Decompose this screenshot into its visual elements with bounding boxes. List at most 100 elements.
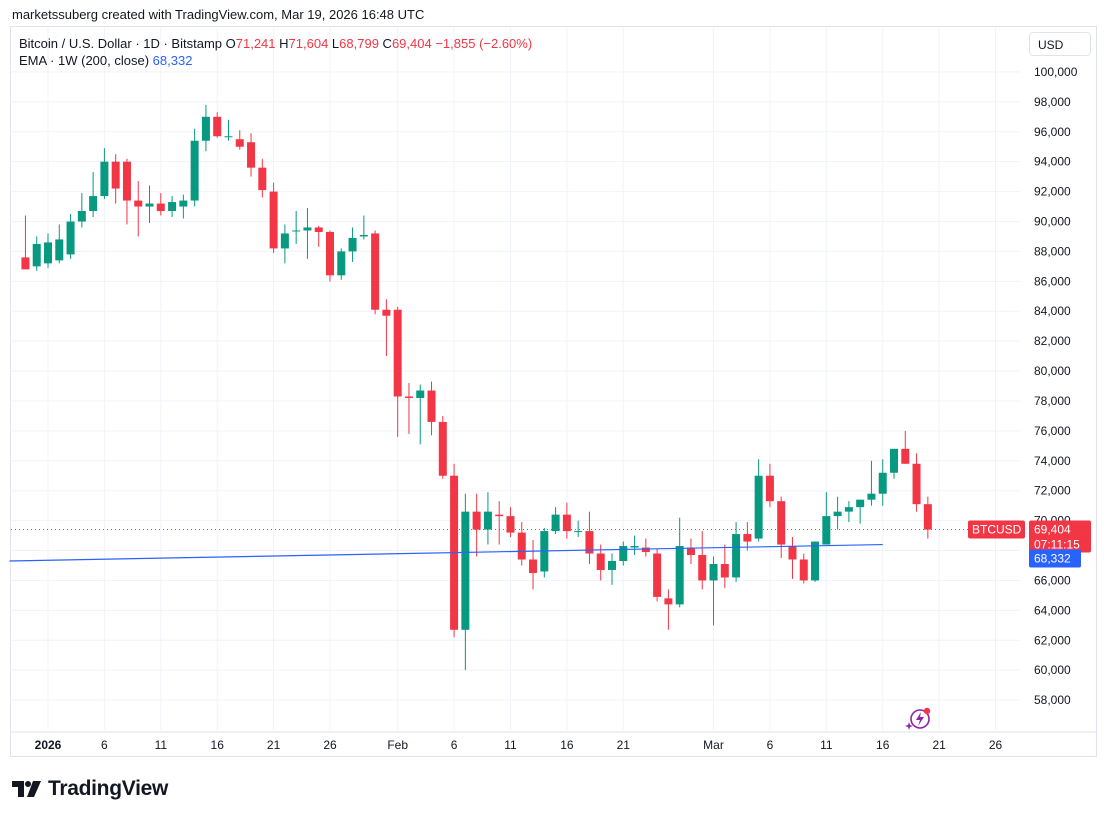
candle-body-down[interactable] (134, 200, 143, 207)
candle-body-down[interactable] (562, 514, 571, 532)
candle-body-down[interactable] (235, 139, 244, 147)
candle-body-up[interactable] (551, 514, 560, 532)
candle-body-up[interactable] (224, 136, 233, 138)
candle-body-up[interactable] (179, 200, 188, 207)
candle-body-down[interactable] (641, 547, 650, 553)
candle-body-up[interactable] (280, 233, 289, 249)
candle-body-up[interactable] (32, 243, 41, 267)
candle-body-down[interactable] (247, 142, 256, 168)
candle-body-down[interactable] (923, 504, 932, 530)
y-tick-label: 92,000 (1034, 185, 1071, 199)
ema-legend-row[interactable]: EMA · 1W (200, close) 68,332 (19, 52, 532, 69)
candle-body-up[interactable] (190, 140, 199, 201)
candle-body-up[interactable] (856, 499, 865, 508)
candle-body-down[interactable] (653, 553, 662, 597)
candle-body-up[interactable] (201, 116, 210, 141)
candle-body-down[interactable] (269, 191, 278, 249)
candle-body-up[interactable] (811, 541, 820, 581)
candle-body-up[interactable] (292, 230, 301, 232)
y-tick-label: 76,000 (1034, 424, 1071, 438)
candle-body-down[interactable] (393, 309, 402, 397)
y-tick-label: 88,000 (1034, 244, 1071, 258)
symbol-tag-bg (968, 520, 1025, 539)
candle-body-down[interactable] (743, 534, 752, 542)
candle-body-down[interactable] (912, 463, 921, 505)
candle-body-down[interactable] (777, 501, 786, 545)
candle-body-down[interactable] (21, 257, 30, 270)
candle-body-up[interactable] (822, 516, 831, 545)
candle-body-down[interactable] (765, 475, 774, 502)
candle-body-up[interactable] (867, 493, 876, 500)
candle-body-down[interactable] (799, 559, 808, 581)
currency-button[interactable]: USD (1029, 32, 1091, 56)
candle-body-up[interactable] (844, 507, 853, 512)
candle-body-down[interactable] (371, 233, 380, 310)
candle-body-up[interactable] (732, 534, 741, 578)
candle-body-down[interactable] (495, 514, 504, 517)
candle-body-up[interactable] (416, 390, 425, 398)
low-value: 68,799 (339, 36, 379, 51)
candle-body-down[interactable] (404, 396, 413, 398)
candle-body-up[interactable] (574, 531, 583, 533)
candle-body-up[interactable] (100, 161, 109, 197)
candle-body-up[interactable] (754, 475, 763, 539)
candle-body-up[interactable] (303, 227, 312, 231)
candle-body-up[interactable] (145, 203, 154, 207)
candle-body-up[interactable] (483, 511, 492, 530)
tradingview-logo[interactable]: TradingView (12, 777, 168, 801)
candle-body-up[interactable] (77, 211, 86, 222)
x-tick-label: Mar (703, 738, 724, 752)
candle-body-up[interactable] (348, 237, 357, 252)
candle-body-down[interactable] (427, 390, 436, 422)
candle-body-down[interactable] (326, 231, 334, 276)
candle-body-down[interactable] (506, 516, 515, 533)
candle-body-up[interactable] (359, 234, 368, 237)
chart-caption: marketssuberg created with TradingView.c… (12, 7, 425, 22)
candle-body-up[interactable] (675, 546, 684, 605)
ema-line (9, 543, 883, 562)
candle-body-up[interactable] (55, 239, 64, 261)
candle-body-down[interactable] (122, 161, 131, 201)
candle-body-down[interactable] (529, 559, 538, 573)
candle-body-down[interactable] (156, 203, 165, 212)
candle-body-up[interactable] (709, 563, 718, 581)
candle-body-up[interactable] (833, 511, 842, 517)
candle-body-down[interactable] (788, 546, 797, 560)
candle-body-up[interactable] (461, 511, 470, 630)
open-label: O (225, 36, 236, 51)
candle-body-up[interactable] (337, 251, 346, 276)
candle-body-down[interactable] (698, 555, 707, 581)
candle-body-down[interactable] (585, 531, 594, 554)
candle-body-down[interactable] (720, 563, 729, 578)
candle-body-up[interactable] (890, 448, 898, 473)
candle-body-down[interactable] (596, 553, 605, 570)
sparkle-bolt-icon[interactable] (904, 706, 932, 730)
high-value: 71,604 (288, 36, 329, 51)
x-tick-label: 21 (617, 738, 631, 752)
candle-body-up[interactable] (608, 560, 616, 570)
candle-body-down[interactable] (686, 547, 695, 556)
candle-body-down[interactable] (258, 167, 267, 191)
price-tag-value: 69,404 (1034, 523, 1071, 537)
open-value: 71,241 (235, 36, 276, 51)
candle-body-up[interactable] (89, 196, 98, 212)
candle-body-down[interactable] (382, 309, 391, 316)
candle-body-up[interactable] (44, 242, 52, 264)
candle-body-down[interactable] (664, 598, 673, 605)
candle-body-down[interactable] (901, 448, 910, 464)
candle-body-up[interactable] (878, 472, 887, 494)
candle-body-down[interactable] (438, 421, 447, 476)
candle-body-up[interactable] (630, 546, 639, 548)
candle-body-down[interactable] (314, 227, 323, 232)
candle-body-up[interactable] (66, 221, 75, 255)
candle-body-down[interactable] (213, 116, 222, 137)
symbol-title[interactable]: Bitcoin / U.S. Dollar · 1D · Bitstamp (19, 36, 222, 51)
price-tag-bg (1029, 520, 1091, 553)
candle-body-down[interactable] (111, 161, 120, 189)
candle-body-up[interactable] (619, 546, 628, 561)
candle-body-down[interactable] (472, 511, 481, 530)
candle-body-down[interactable] (517, 532, 526, 560)
candle-body-up[interactable] (168, 202, 177, 212)
x-tick-label: 16 (211, 738, 225, 752)
